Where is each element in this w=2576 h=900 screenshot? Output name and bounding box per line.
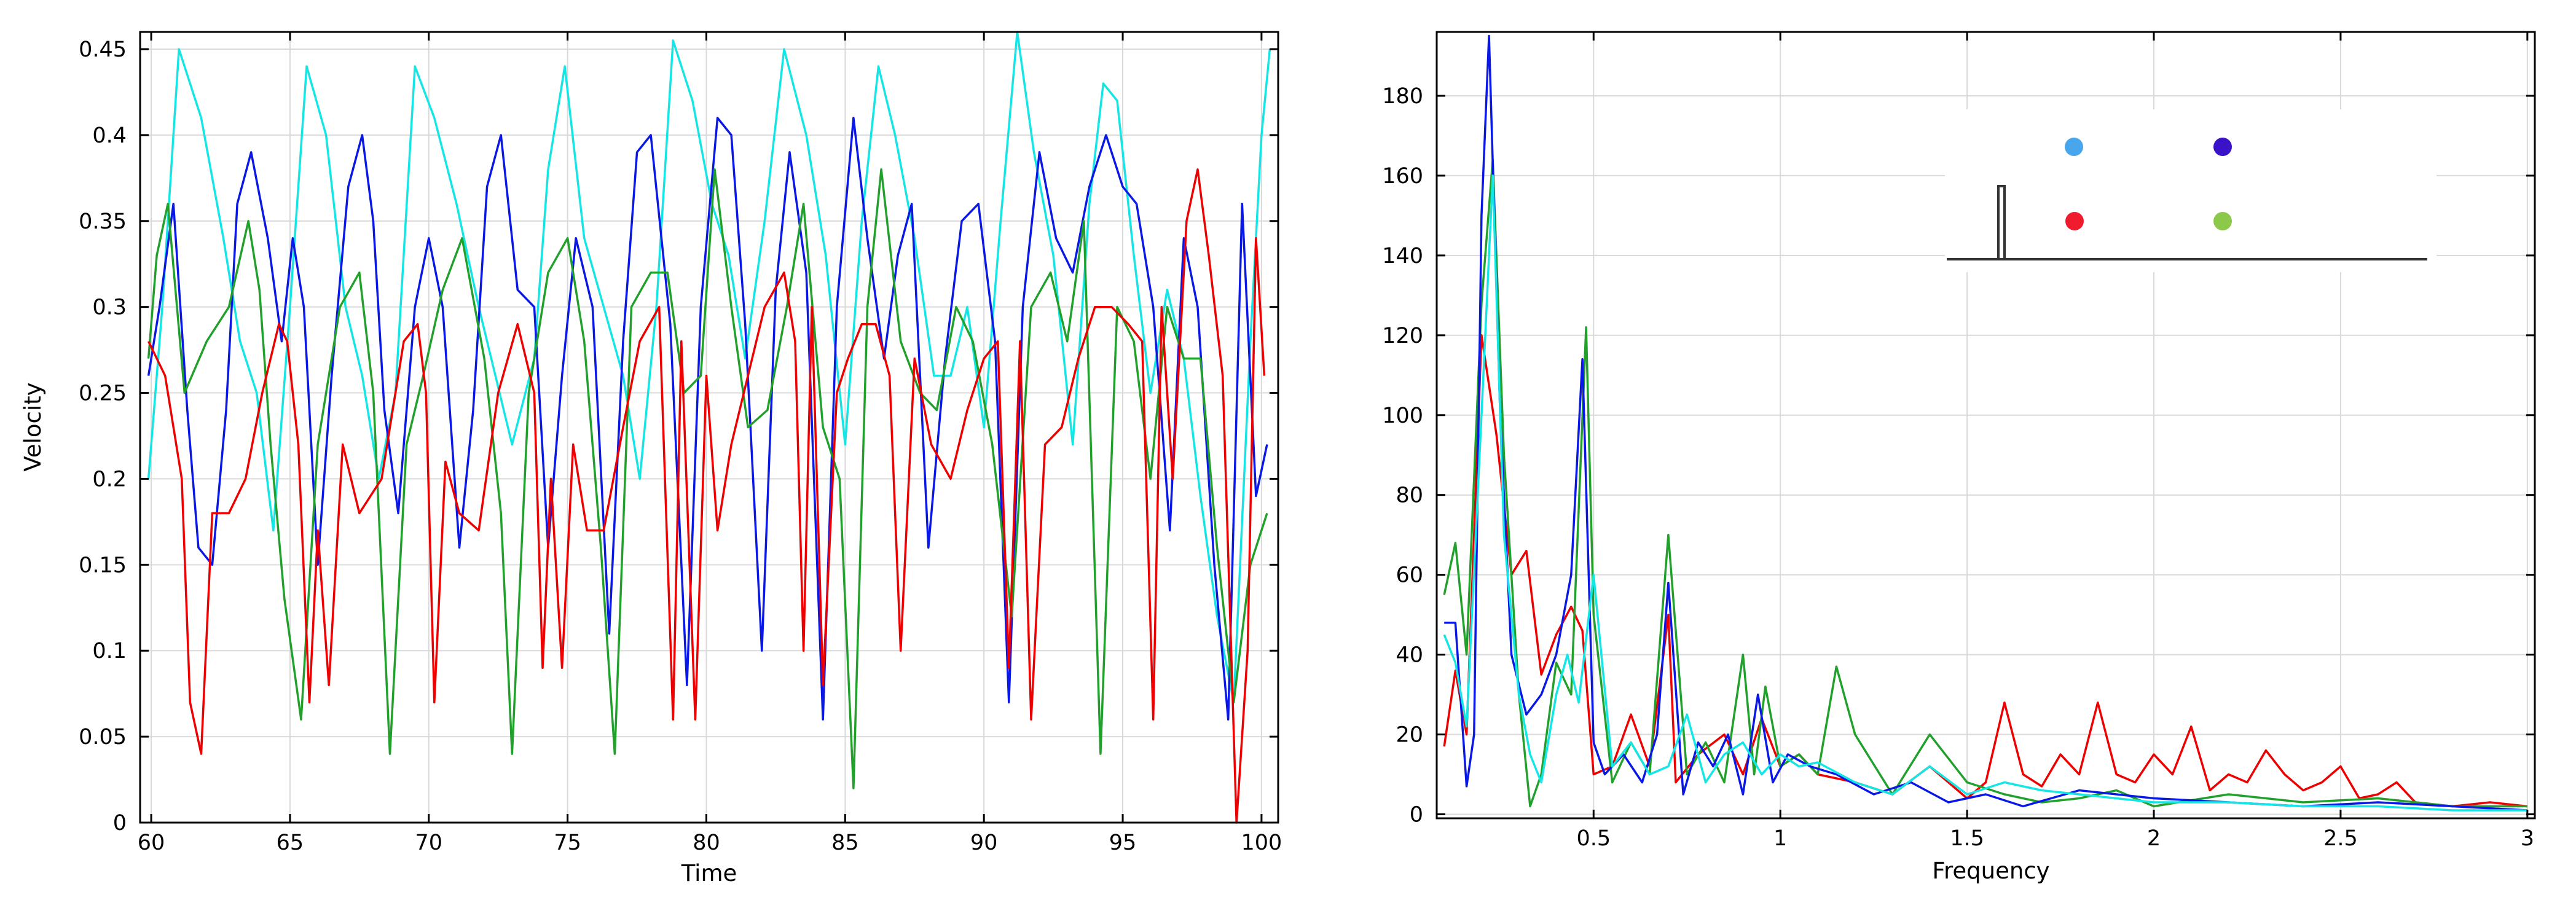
probe-dot-light-blue	[2065, 138, 2083, 156]
ticks-right: 0.5 1 1.5 2 2.5 3 0 20 40 60 80 100 120 140 160 180	[1382, 32, 2535, 851]
frequency-spectrum-chart: 0.5 1 1.5 2 2.5 3 0 20 40 60 80 100 120 140 160 180 Fre…	[1382, 31, 2536, 884]
series-line-green-left	[147, 168, 1268, 789]
y-tick-label-right: 180	[1382, 84, 1423, 109]
x-tick-label-right: 2	[2147, 826, 2161, 851]
plot-frame-right	[1435, 31, 2536, 820]
y-tick-label-left: 0.2	[92, 467, 127, 491]
x-axis-label-left: Time	[681, 860, 737, 886]
geometry-inset	[1945, 109, 2437, 272]
y-axis-label-left: Velocity	[20, 382, 46, 471]
x-tick-label-right: 1.5	[1950, 826, 1984, 851]
series-line-blue-left	[147, 117, 1268, 721]
y-tick-label-left: 0.35	[79, 209, 127, 234]
y-tick-label-left: 0.05	[79, 725, 127, 749]
y-tick-label-left: 0.25	[79, 382, 127, 406]
y-tick-label-left: 0.4	[92, 123, 127, 148]
series-left	[147, 31, 1271, 824]
x-tick-label-left: 70	[415, 831, 443, 855]
x-tick-label-left: 65	[277, 831, 304, 855]
series-right	[1443, 34, 2527, 812]
plot-frame-left	[139, 31, 1279, 824]
y-tick-label-left: 0	[113, 811, 127, 835]
x-axis-label-right: Frequency	[1932, 858, 2049, 884]
y-tick-label-right: 140	[1382, 244, 1423, 268]
probe-dot-green	[2213, 212, 2232, 230]
x-tick-label-left: 85	[831, 831, 859, 855]
velocity-time-chart: 60 65 70 75 80 85 90 95 100 0 0.05 0.1 0.15 0.2 0.25 0.…	[20, 31, 1282, 886]
probe-dot-indigo	[2213, 138, 2232, 156]
probe-dot-red	[2065, 212, 2084, 230]
x-tick-label-left: 100	[1241, 831, 1282, 855]
x-tick-label-left: 95	[1109, 831, 1137, 855]
y-tick-label-left: 0.45	[79, 37, 127, 62]
series-line-red-left	[147, 168, 1266, 824]
x-tick-label-right: 3	[2521, 826, 2534, 851]
y-tick-label-right: 60	[1396, 563, 1423, 588]
x-tick-label-right: 0.5	[1576, 826, 1611, 851]
y-tick-label-right: 120	[1382, 324, 1423, 348]
y-tick-label-left: 0.3	[92, 295, 127, 320]
y-tick-label-right: 80	[1396, 483, 1423, 508]
x-tick-label-left: 75	[554, 831, 581, 855]
x-tick-label-left: 60	[138, 831, 165, 855]
y-tick-label-left: 0.1	[92, 639, 127, 663]
y-tick-label-right: 100	[1382, 404, 1423, 428]
y-tick-label-left: 0.15	[79, 553, 127, 577]
y-tick-label-right: 0	[1410, 803, 1423, 828]
series-line-cyan-right	[1443, 174, 2527, 812]
inset-background	[1945, 109, 2437, 272]
y-tick-label-right: 40	[1396, 643, 1423, 668]
inset-obstacle	[1997, 185, 2006, 260]
x-tick-label-left: 80	[693, 831, 720, 855]
x-tick-label-right: 1	[1773, 826, 1787, 851]
x-tick-label-right: 2.5	[2323, 826, 2358, 851]
ticks-left: 60 65 70 75 80 85 90 95 100 0 0.05 0.1 0.15 0.2 0.25 0.…	[79, 32, 1282, 855]
series-line-cyan-left	[147, 31, 1271, 703]
x-tick-label-left: 90	[970, 831, 998, 855]
y-tick-label-right: 20	[1396, 723, 1423, 748]
y-tick-label-right: 160	[1382, 164, 1423, 189]
